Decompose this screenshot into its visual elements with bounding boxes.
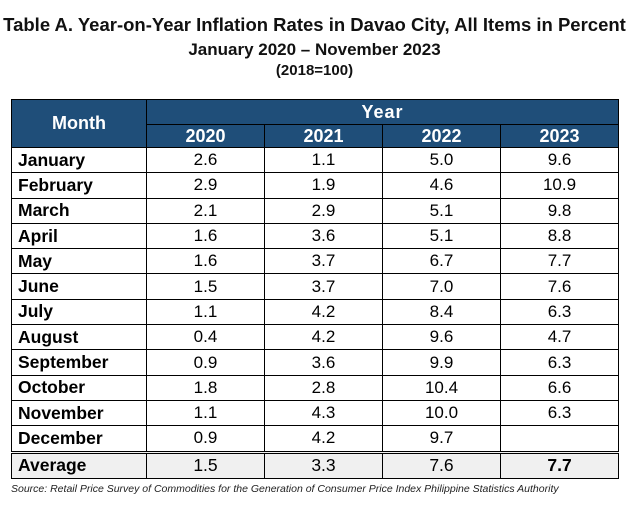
table-row: February 2.9 1.9 4.6 10.9	[11, 172, 620, 199]
value-cell: 2.8	[264, 374, 383, 401]
average-row: Average 1.5 3.3 7.6 7.7	[11, 450, 620, 479]
value-cell: 8.8	[499, 222, 620, 250]
value-cell: 1.6	[146, 222, 265, 250]
table-row: August 0.4 4.2 9.6 4.7	[11, 324, 620, 351]
month-cell: July	[11, 298, 147, 326]
value-cell: 9.7	[382, 425, 501, 453]
month-cell: March	[11, 197, 147, 224]
value-cell: 2.6	[146, 146, 265, 174]
month-cell: August	[11, 324, 147, 351]
value-cell: 1.5	[146, 273, 265, 300]
month-cell: January	[11, 146, 147, 174]
value-cell: 9.6	[499, 146, 620, 174]
value-cell: 5.1	[382, 222, 501, 250]
average-value-cell: 7.7	[499, 450, 620, 479]
value-cell: 0.9	[146, 425, 265, 453]
value-cell: 9.9	[382, 349, 501, 376]
value-cell: 1.8	[146, 374, 265, 401]
average-label: Average	[11, 450, 147, 479]
value-cell: 4.2	[264, 425, 383, 453]
table-row: March 2.1 2.9 5.1 9.8	[11, 197, 620, 224]
month-column-header: Month	[11, 99, 147, 148]
table-row: July 1.1 4.2 8.4 6.3	[11, 298, 620, 326]
value-cell: 6.3	[499, 298, 620, 326]
table-row: January 2.6 1.1 5.0 9.6	[11, 146, 620, 174]
value-cell: 4.2	[264, 324, 383, 351]
year-header-2020: 2020	[146, 124, 265, 148]
value-cell: 5.1	[382, 197, 501, 224]
value-cell: 4.6	[382, 172, 501, 199]
value-cell: 6.6	[499, 374, 620, 401]
month-cell: April	[11, 222, 147, 250]
table-body: January 2.6 1.1 5.0 9.6 February 2.9 1.9 4.6 10.9…	[11, 146, 620, 479]
table-title: Table A. Year-on-Year Inflation Rates in…	[3, 14, 626, 35]
value-cell: 5.0	[382, 146, 501, 174]
value-cell: 1.1	[264, 146, 383, 174]
value-cell: 7.7	[499, 248, 620, 275]
month-cell: May	[11, 248, 147, 275]
month-cell: December	[11, 425, 147, 453]
value-cell: 6.7	[382, 248, 501, 275]
value-cell: 6.3	[499, 349, 620, 376]
table-subtitle-base: (2018=100)	[275, 62, 354, 79]
average-value-cell: 1.5	[146, 450, 265, 479]
value-cell: 8.4	[382, 298, 501, 326]
value-cell	[499, 425, 620, 453]
table-subtitle-period: January 2020 – November 2023	[188, 40, 441, 59]
month-cell: October	[11, 374, 147, 401]
month-cell: September	[11, 349, 147, 376]
value-cell: 2.1	[146, 197, 265, 224]
value-cell: 4.3	[264, 399, 383, 427]
value-cell: 0.9	[146, 349, 265, 376]
month-cell: February	[11, 172, 147, 199]
source-note: Source: Retail Price Survey of Commoditi…	[11, 483, 559, 495]
value-cell: 2.9	[146, 172, 265, 199]
value-cell: 1.1	[146, 298, 265, 326]
table-row: October 1.8 2.8 10.4 6.6	[11, 374, 620, 401]
value-cell: 1.1	[146, 399, 265, 427]
month-cell: June	[11, 273, 147, 300]
value-cell: 3.7	[264, 248, 383, 275]
year-header-2021: 2021	[264, 124, 383, 148]
table-row: May 1.6 3.7 6.7 7.7	[11, 248, 620, 275]
table-row: April 1.6 3.6 5.1 8.8	[11, 222, 620, 250]
year-group-header: Year	[145, 99, 620, 125]
value-cell: 10.4	[382, 374, 501, 401]
table-row: December 0.9 4.2 9.7	[11, 425, 620, 453]
value-cell: 3.6	[264, 222, 383, 250]
average-value-cell: 7.6	[382, 450, 501, 479]
table-row: November 1.1 4.3 10.0 6.3	[11, 399, 620, 427]
value-cell: 3.6	[264, 349, 383, 376]
value-cell: 2.9	[264, 197, 383, 224]
table-row: September 0.9 3.6 9.9 6.3	[11, 349, 620, 376]
value-cell: 9.8	[499, 197, 620, 224]
month-cell: November	[11, 399, 147, 427]
value-cell: 4.2	[264, 298, 383, 326]
value-cell: 3.7	[264, 273, 383, 300]
value-cell: 9.6	[382, 324, 501, 351]
table-row: June 1.5 3.7 7.0 7.6	[11, 273, 620, 300]
value-cell: 10.0	[382, 399, 501, 427]
value-cell: 1.9	[264, 172, 383, 199]
value-cell: 0.4	[146, 324, 265, 351]
value-cell: 1.6	[146, 248, 265, 275]
value-cell: 7.6	[499, 273, 620, 300]
value-cell: 6.3	[499, 399, 620, 427]
value-cell: 4.7	[499, 324, 620, 351]
year-header-2022: 2022	[382, 124, 501, 148]
average-value-cell: 3.3	[264, 450, 383, 479]
value-cell: 7.0	[382, 273, 501, 300]
inflation-table: Month Year 2020 2021 2022 2023 January 2.…	[11, 99, 620, 479]
year-header-2023: 2023	[499, 124, 620, 148]
value-cell: 10.9	[499, 172, 620, 199]
